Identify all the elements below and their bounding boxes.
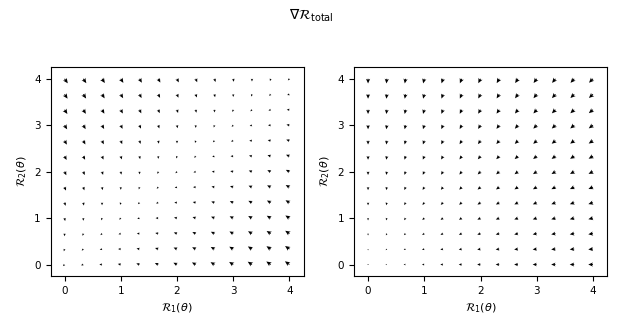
Y-axis label: $\mathcal{R}_2(\theta)$: $\mathcal{R}_2(\theta)$ <box>15 156 29 187</box>
Y-axis label: $\mathcal{R}_2(\theta)$: $\mathcal{R}_2(\theta)$ <box>318 156 332 187</box>
X-axis label: $\mathcal{R}_1(\theta)$: $\mathcal{R}_1(\theta)$ <box>465 301 496 315</box>
Text: $\nabla \mathcal{R}_{\mathrm{total}}$: $\nabla \mathcal{R}_{\mathrm{total}}$ <box>289 7 333 24</box>
X-axis label: $\mathcal{R}_1(\theta)$: $\mathcal{R}_1(\theta)$ <box>161 301 193 315</box>
